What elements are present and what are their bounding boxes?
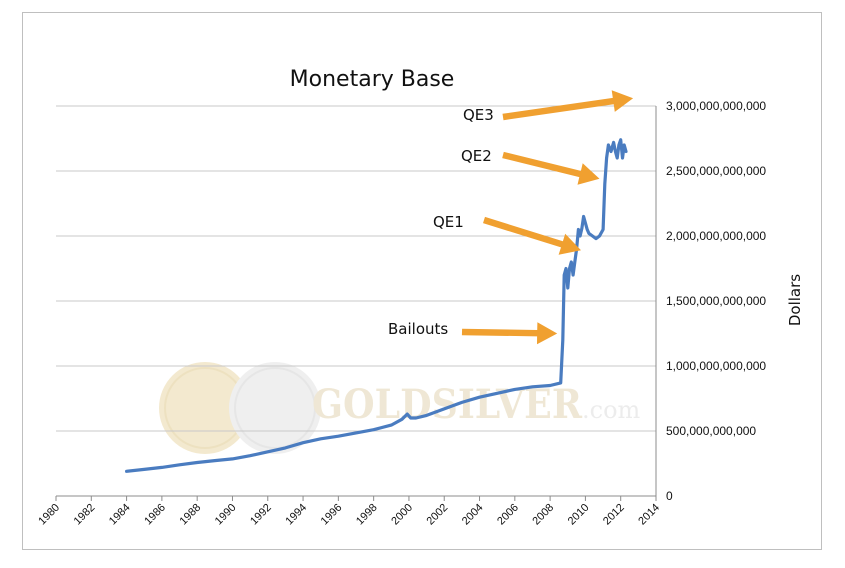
x-axis-tick-labels: 1980 1982 1984 1986 1988 1990 1992 1994 1996 1998… (36, 496, 662, 527)
x-tick-label: 1990 (213, 502, 239, 528)
watermark-logo: GOLDSILVER .com (159, 362, 641, 454)
axes (56, 106, 657, 497)
watermark-text: GOLDSILVER (312, 381, 583, 428)
watermark-suffix: .com (582, 396, 641, 424)
x-tick-label: 2004 (460, 502, 486, 528)
annotation-label: QE1 (433, 213, 464, 231)
annotation-arrow (502, 151, 600, 185)
y-tick-label: 3,000,000,000,000 (666, 99, 766, 113)
y-tick-label: 2,000,000,000,000 (666, 229, 766, 243)
chart-title: Monetary Base (290, 67, 455, 92)
series-line-monetary-base (124, 138, 628, 473)
x-tick-label: 1988 (177, 502, 203, 528)
y-axis-tick-labels: 0 500,000,000,000 1,000,000,000,000 1,500,0… (666, 99, 766, 503)
x-tick-label: 1998 (354, 502, 380, 528)
chart-frame (22, 12, 822, 550)
y-tick-label: 1,500,000,000,000 (666, 294, 766, 308)
y-tick-label: 1,000,000,000,000 (666, 359, 766, 373)
x-tick-label: 1992 (248, 502, 274, 528)
x-tick-label: 2008 (530, 502, 556, 528)
x-tick-label: 2006 (495, 502, 521, 528)
y-tick-label: 0 (666, 489, 673, 503)
series-layer (124, 138, 628, 473)
annotation-label: QE2 (461, 147, 492, 165)
grid-lines (56, 105, 656, 432)
x-tick-label: 2010 (566, 502, 592, 528)
x-tick-label: 1986 (142, 502, 168, 528)
annotation-layer: Bailouts QE1 QE2 QE3 (388, 90, 634, 345)
x-tick-label: 2012 (601, 502, 627, 528)
x-tick-label: 1980 (36, 502, 62, 528)
x-tick-label: 1996 (319, 502, 345, 528)
x-tick-label: 1982 (72, 502, 98, 528)
y-axis-label: Dollars (786, 274, 804, 326)
y-tick-label: 500,000,000,000 (666, 424, 756, 438)
annotation-label: QE3 (463, 106, 494, 124)
x-tick-label: 2002 (425, 502, 451, 528)
x-tick-label: 1994 (283, 502, 309, 528)
x-tick-label: 2000 (389, 502, 415, 528)
annotation-label: Bailouts (388, 320, 448, 338)
annotation-arrow (483, 216, 581, 255)
x-tick-label: 2014 (636, 502, 662, 528)
x-tick-label: 1984 (107, 502, 133, 528)
annotation-arrow (502, 90, 634, 121)
annotation-arrow (461, 322, 558, 345)
y-tick-label: 2,500,000,000,000 (666, 164, 766, 178)
